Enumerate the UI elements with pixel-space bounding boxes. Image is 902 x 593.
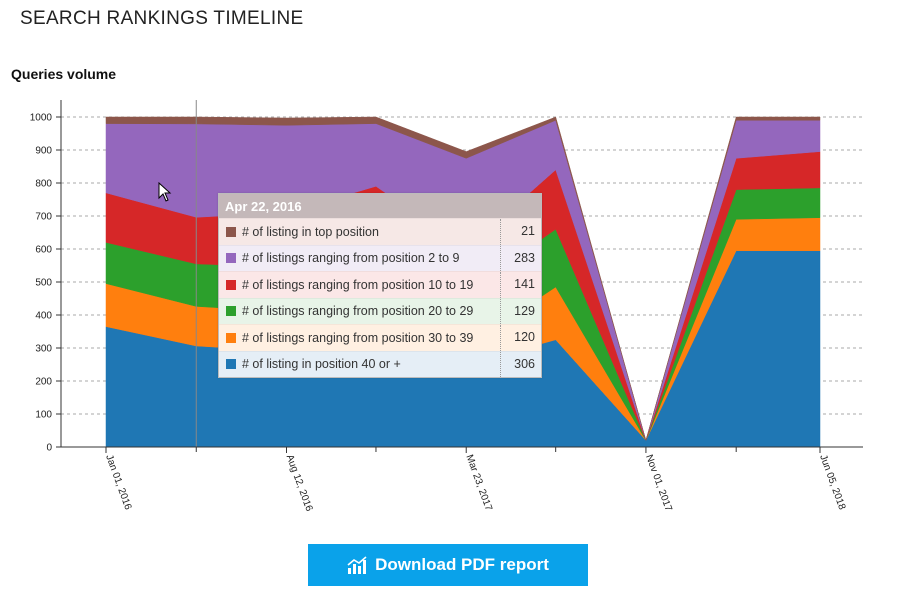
tooltip-row: # of listings ranging from position 30 t… xyxy=(219,324,541,351)
legend-swatch xyxy=(226,332,236,343)
legend-swatch xyxy=(226,226,236,237)
tooltip-date: Apr 22, 2016 xyxy=(219,194,541,218)
tooltip-series-label: # of listing in top position xyxy=(242,224,379,239)
page-title: SEARCH RANKINGS TIMELINE xyxy=(20,8,304,29)
download-button-label: Download PDF report xyxy=(375,555,549,574)
tooltip-row: # of listing in top position 21 xyxy=(219,218,541,245)
tooltip-row: # of listing in position 40 or + 306 xyxy=(219,350,541,377)
legend-swatch xyxy=(226,359,236,370)
y-tick-label: 700 xyxy=(35,212,52,223)
x-tick-label: Jun 05, 2018 xyxy=(817,453,847,512)
tooltip-series-value: 21 xyxy=(500,219,541,245)
area-series xyxy=(105,116,821,442)
y-tick-label: 500 xyxy=(35,278,52,289)
y-tick-label: 1000 xyxy=(30,113,53,124)
download-pdf-button[interactable]: Download PDF report xyxy=(308,544,588,586)
tooltip-series-label: # of listings ranging from position 20 t… xyxy=(242,304,474,319)
tooltip-series-label: # of listings ranging from position 30 t… xyxy=(242,330,474,345)
chart-subtitle: Queries volume xyxy=(11,66,117,82)
y-tick-label: 300 xyxy=(35,344,52,355)
legend-swatch xyxy=(226,306,236,317)
tooltip-row: # of listings ranging from position 2 to… xyxy=(219,244,541,271)
tooltip-series-label: # of listings ranging from position 2 to… xyxy=(242,251,460,266)
y-tick-label: 800 xyxy=(35,179,52,190)
tooltip-series-value: 120 xyxy=(500,325,541,351)
y-tick-label: 600 xyxy=(35,245,52,256)
tooltip-series-value: 129 xyxy=(500,298,541,324)
tooltip-series-label: # of listings ranging from position 10 t… xyxy=(242,277,474,292)
y-tick-label: 200 xyxy=(35,377,52,388)
mouse-cursor-icon xyxy=(158,182,172,202)
tooltip-series-value: 283 xyxy=(500,245,541,271)
y-tick-label: 400 xyxy=(35,311,52,322)
y-tick-label: 0 xyxy=(46,443,52,454)
legend-swatch xyxy=(226,253,236,264)
chart-tooltip: Apr 22, 2016 # of listing in top positio… xyxy=(218,193,542,378)
x-tick-label: Aug 12, 2016 xyxy=(284,453,315,513)
tooltip-row: # of listings ranging from position 10 t… xyxy=(219,271,541,298)
tooltip-series-label: # of listing in position 40 or + xyxy=(242,357,401,372)
tooltip-series-value: 306 xyxy=(500,351,541,377)
y-tick-label: 100 xyxy=(35,410,52,421)
y-tick-label: 900 xyxy=(35,146,52,157)
x-tick-label: Nov 01, 2017 xyxy=(643,453,674,513)
bar-chart-icon xyxy=(347,556,367,574)
x-tick-label: Mar 23, 2017 xyxy=(463,453,494,513)
tooltip-series-value: 141 xyxy=(500,272,541,298)
tooltip-row: # of listings ranging from position 20 t… xyxy=(219,297,541,324)
x-tick-label: Jan 01, 2016 xyxy=(103,453,133,512)
legend-swatch xyxy=(226,279,236,290)
